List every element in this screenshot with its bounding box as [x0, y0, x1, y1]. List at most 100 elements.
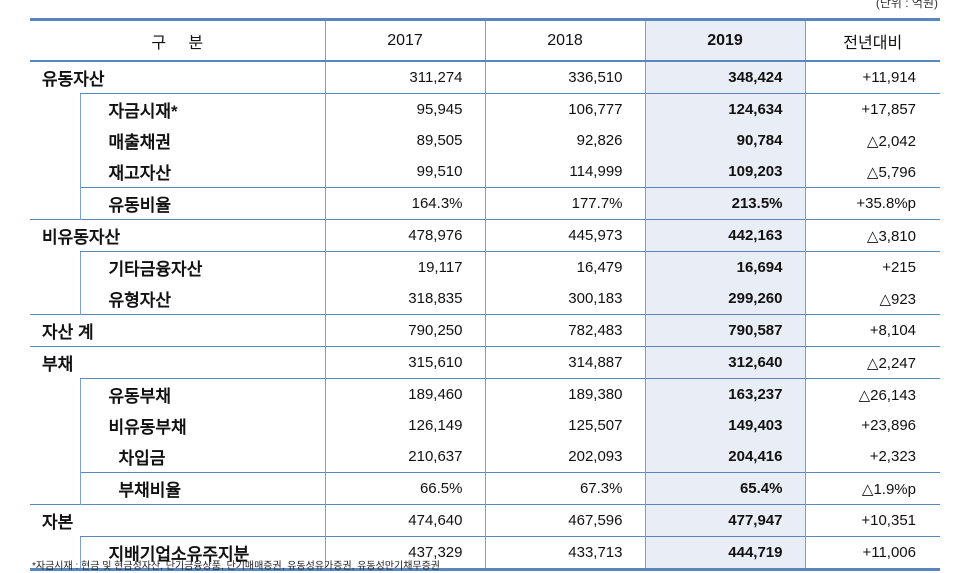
row-label: 매출채권 [79, 125, 325, 156]
row-label: 부채비율 [79, 472, 325, 505]
value-2018: 125,507 [484, 410, 645, 441]
value-2018: 92,826 [484, 125, 645, 156]
value-2019: 163,237 [644, 378, 805, 410]
row-label: 차입금 [79, 441, 325, 473]
value-2018: 106,777 [484, 93, 645, 125]
header-yoy: 전년대비 [804, 18, 940, 62]
value-2017: 66.5% [324, 472, 485, 505]
value-2018: 114,999 [484, 156, 645, 188]
value-2019: 299,260 [644, 283, 805, 315]
header-2019: 2019 [644, 18, 805, 62]
indent-spacer [30, 188, 80, 220]
value-yoy: +8,104 [804, 314, 940, 347]
table-row: 차입금 210,637 202,093 204,416 +2,323 [30, 441, 940, 473]
row-label: 유동자산 [30, 60, 325, 94]
value-2017: 474,640 [324, 504, 485, 537]
value-2019: 124,634 [644, 93, 805, 125]
indent-spacer [30, 94, 80, 126]
indent-spacer [30, 473, 80, 505]
value-yoy: △26,143 [804, 378, 940, 410]
value-2019: 213.5% [644, 187, 805, 220]
row-label: 비유동자산 [30, 219, 325, 252]
value-yoy: +11,914 [804, 60, 940, 94]
value-2017: 790,250 [324, 314, 485, 347]
indent-spacer [30, 379, 80, 411]
value-2019: 444,719 [644, 536, 805, 571]
table-row: 부채비율 66.5% 67.3% 65.4% △1.9%p [30, 472, 940, 505]
value-2018: 189,380 [484, 378, 645, 410]
row-label: 유동비율 [79, 187, 325, 220]
value-2017: 315,610 [324, 346, 485, 379]
value-2018: 314,887 [484, 346, 645, 379]
value-yoy: +215 [804, 251, 940, 283]
row-label: 부채 [30, 346, 325, 379]
table-row: 재고자산 99,510 114,999 109,203 △5,796 [30, 156, 940, 188]
value-2018: 300,183 [484, 283, 645, 315]
value-2019: 312,640 [644, 346, 805, 379]
value-2017: 19,117 [324, 251, 485, 283]
row-label: 자본 [30, 504, 325, 537]
value-2017: 189,460 [324, 378, 485, 410]
value-2017: 318,835 [324, 283, 485, 315]
value-yoy: △3,810 [804, 219, 940, 252]
table-row: 비유동부채 126,149 125,507 149,403 +23,896 [30, 410, 940, 441]
value-yoy: △2,042 [804, 125, 940, 156]
value-2018: 445,973 [484, 219, 645, 252]
value-yoy: +17,857 [804, 93, 940, 125]
value-2017: 311,274 [324, 60, 485, 94]
table-row: 자산 계 790,250 782,483 790,587 +8,104 [30, 314, 940, 347]
value-2018: 202,093 [484, 441, 645, 473]
value-2017: 437,329 [324, 536, 485, 571]
value-yoy: △2,247 [804, 346, 940, 379]
header-row: 구 분 2017 2018 2019 전년대비 [30, 18, 940, 62]
table-row: 유동부채 189,460 189,380 163,237 △26,143 [30, 378, 940, 411]
indent-spacer [30, 252, 80, 284]
header-2018: 2018 [484, 18, 645, 62]
table-row: 부채 315,610 314,887 312,640 △2,247 [30, 346, 940, 379]
indent-spacer [30, 125, 80, 156]
value-yoy: +10,351 [804, 504, 940, 537]
value-2019: 348,424 [644, 60, 805, 94]
value-2017: 164.3% [324, 187, 485, 220]
table-row: 매출채권 89,505 92,826 90,784 △2,042 [30, 125, 940, 156]
indent-spacer [30, 156, 80, 188]
indent-spacer [30, 536, 80, 571]
table-row: 유형자산 318,835 300,183 299,260 △923 [30, 283, 940, 315]
row-label: 자산 계 [30, 314, 325, 347]
table-row: 유동비율 164.3% 177.7% 213.5% +35.8%p [30, 187, 940, 220]
value-2017: 210,637 [324, 441, 485, 473]
unit-label: (단위 : 억원) [875, 0, 938, 10]
value-yoy: △1.9%p [804, 472, 940, 505]
indent-spacer [30, 441, 80, 473]
table-row: 지배기업소유주지분 437,329 433,713 444,719 +11,006 [30, 536, 940, 571]
value-2018: 782,483 [484, 314, 645, 347]
financial-table: 구 분 2017 2018 2019 전년대비 유동자산 311,274 336,5… [30, 18, 940, 571]
value-2017: 478,976 [324, 219, 485, 252]
row-label: 지배기업소유주지분 [79, 536, 325, 571]
table-row: 유동자산 311,274 336,510 348,424 +11,914 [30, 60, 940, 94]
row-label: 유동부채 [79, 378, 325, 410]
row-label: 자금시재* [79, 93, 325, 125]
value-yoy: △5,796 [804, 156, 940, 188]
footnote: *자금시재 : 현금 및 현금성자산, 단기금융상품, 단기매매증권, 유동성유… [32, 561, 441, 572]
value-yoy: △923 [804, 283, 940, 315]
value-2017: 89,505 [324, 125, 485, 156]
indent-spacer [30, 410, 80, 441]
value-2017: 95,945 [324, 93, 485, 125]
value-2019: 442,163 [644, 219, 805, 252]
row-label: 비유동부채 [79, 410, 325, 441]
header-2017: 2017 [324, 18, 485, 62]
row-label: 재고자산 [79, 156, 325, 188]
table-row: 비유동자산 478,976 445,973 442,163 △3,810 [30, 219, 940, 252]
value-2018: 467,596 [484, 504, 645, 537]
value-2017: 99,510 [324, 156, 485, 188]
value-2019: 16,694 [644, 251, 805, 283]
row-label: 기타금융자산 [79, 251, 325, 283]
value-2019: 109,203 [644, 156, 805, 188]
table-row: 기타금융자산 19,117 16,479 16,694 +215 [30, 251, 940, 284]
table-row: 자금시재* 95,945 106,777 124,634 +17,857 [30, 93, 940, 126]
value-2019: 90,784 [644, 125, 805, 156]
value-2018: 177.7% [484, 187, 645, 220]
header-category: 구 분 [30, 18, 325, 62]
value-2019: 149,403 [644, 410, 805, 441]
